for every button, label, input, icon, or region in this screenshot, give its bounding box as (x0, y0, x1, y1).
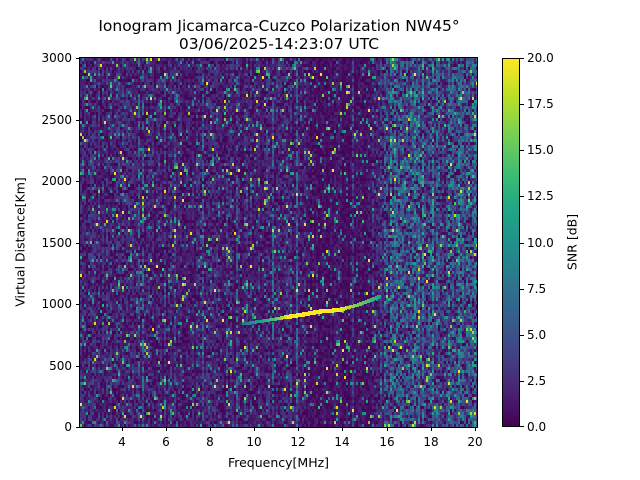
colorbar-label: SNR [dB] (564, 213, 580, 271)
x-tick-label: 12 (290, 435, 306, 449)
y-tick-label: 2500 (41, 113, 72, 127)
x-tick (387, 427, 388, 431)
colorbar-tick (520, 196, 524, 197)
x-tick-label: 16 (379, 435, 395, 449)
colorbar-tick-label: 20.0 (527, 51, 554, 65)
colorbar-tick-label: 10.0 (527, 236, 554, 250)
y-tick (76, 304, 80, 305)
y-tick (76, 427, 80, 428)
y-tick (76, 58, 80, 59)
y-tick (76, 120, 80, 121)
colorbar-tick-label: 12.5 (527, 189, 554, 203)
x-tick (122, 427, 123, 431)
x-tick-label: 8 (206, 435, 214, 449)
y-tick (76, 181, 80, 182)
x-tick (431, 427, 432, 431)
colorbar-tick-label: 15.0 (527, 143, 554, 157)
colorbar-tick-label: 2.5 (527, 374, 547, 388)
y-tick-label: 3000 (41, 51, 72, 65)
x-tick-label: 6 (162, 435, 170, 449)
x-tick (254, 427, 255, 431)
x-tick-label: 14 (334, 435, 350, 449)
x-axis-label: Frequency[MHz] (227, 455, 330, 470)
x-tick (298, 427, 299, 431)
x-tick (342, 427, 343, 431)
colorbar-tick-label: 0.0 (527, 420, 547, 434)
colorbar (502, 58, 520, 427)
x-tick (210, 427, 211, 431)
y-tick (76, 366, 80, 367)
colorbar-tick (520, 150, 524, 151)
chart-subtitle-timestamp: 03/06/2025-14:23:07 UTC (178, 35, 380, 53)
x-tick (475, 427, 476, 431)
plot-area (79, 57, 478, 428)
snr-heatmap (80, 58, 477, 427)
colorbar-tick (520, 104, 524, 105)
x-tick-label: 20 (467, 435, 483, 449)
x-tick-label: 10 (246, 435, 262, 449)
colorbar-tick-label: 5.0 (527, 328, 547, 342)
y-tick-label: 1500 (41, 236, 72, 250)
colorbar-tick (520, 426, 524, 427)
y-tick-label: 0 (64, 420, 72, 434)
x-tick-label: 4 (118, 435, 126, 449)
colorbar-tick (520, 335, 524, 336)
y-tick-label: 2000 (41, 174, 72, 188)
y-tick (76, 243, 80, 244)
y-tick-label: 1000 (41, 297, 72, 311)
colorbar-tick (520, 289, 524, 290)
x-tick (166, 427, 167, 431)
y-axis-label: Virtual Distance[Km] (12, 177, 28, 307)
x-tick-label: 18 (423, 435, 439, 449)
colorbar-tick (520, 243, 524, 244)
y-tick-label: 500 (49, 359, 72, 373)
chart-title: Ionogram Jicamarca-Cuzco Polarization NW… (98, 17, 460, 35)
colorbar-tick (520, 58, 524, 59)
colorbar-tick (520, 381, 524, 382)
colorbar-tick-label: 7.5 (527, 282, 547, 296)
colorbar-tick-label: 17.5 (527, 97, 554, 111)
